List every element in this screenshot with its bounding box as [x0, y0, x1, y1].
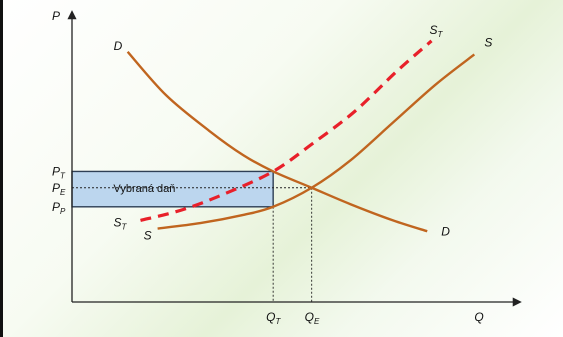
quantity-label-e: QE	[305, 310, 320, 326]
tax-revenue-label: Vybraná daň	[113, 183, 175, 195]
supply-tax-label-top: ST	[430, 23, 444, 39]
x-axis-label: Q	[474, 310, 483, 324]
demand-label-top: D	[114, 39, 123, 53]
quantity-label-t: QT	[266, 310, 281, 326]
price-label-p: PP	[52, 200, 66, 216]
supply-tax-label-bottom: ST	[113, 215, 127, 231]
y-axis-label: P	[52, 9, 60, 23]
supply-label-top: S	[484, 35, 492, 49]
price-label-e: PE	[52, 181, 66, 197]
supply-label-bottom: S	[144, 229, 152, 243]
demand-label-bottom: D	[441, 224, 450, 238]
price-label-t: PT	[52, 164, 66, 180]
